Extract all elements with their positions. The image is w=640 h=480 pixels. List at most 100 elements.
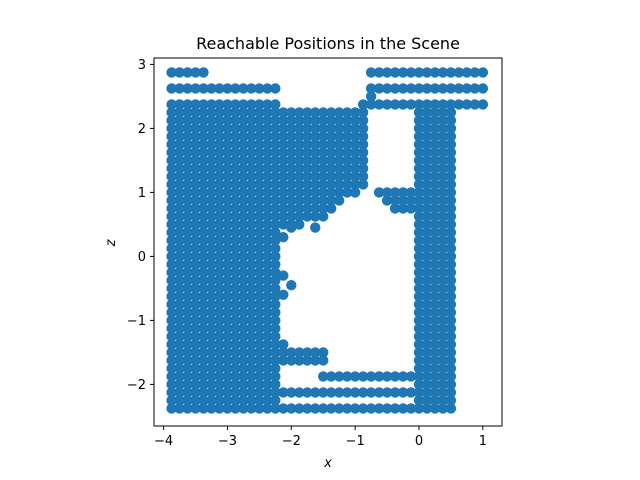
data-point [206, 299, 217, 310]
data-point [421, 203, 433, 214]
data-point [477, 99, 489, 110]
data-point [214, 115, 225, 126]
data-point [182, 299, 193, 310]
data-point [214, 395, 225, 406]
data-point [469, 83, 481, 94]
data-point [445, 323, 457, 334]
data-point [286, 187, 297, 198]
data-point [206, 155, 217, 166]
data-point [429, 211, 441, 222]
data-point [166, 99, 177, 110]
data-point [238, 243, 249, 254]
data-point [294, 355, 305, 366]
data-point [357, 403, 369, 414]
data-point [174, 299, 185, 310]
data-point [222, 323, 233, 334]
data-point [254, 283, 265, 294]
data-point [437, 107, 449, 118]
data-point [413, 339, 425, 350]
data-point [206, 115, 217, 126]
data-point [349, 139, 361, 150]
data-point [421, 387, 433, 398]
data-point [246, 395, 257, 406]
data-point [182, 323, 193, 334]
data-point [437, 283, 449, 294]
data-point [357, 115, 369, 126]
data-point [445, 179, 457, 190]
data-point [222, 227, 233, 238]
data-point [198, 355, 209, 366]
data-point [437, 331, 449, 342]
data-point [246, 163, 257, 174]
data-point [238, 315, 249, 326]
data-point [429, 139, 441, 150]
data-point [262, 107, 273, 118]
data-point [310, 179, 321, 190]
data-point [222, 379, 233, 390]
data-point [413, 243, 425, 254]
data-point [405, 203, 417, 214]
data-point [238, 347, 249, 358]
data-point [262, 283, 273, 294]
data-point [166, 235, 177, 246]
data-point [238, 235, 249, 246]
data-point [270, 131, 281, 142]
data-point [270, 403, 281, 414]
data-point [310, 222, 321, 233]
data-point [214, 379, 225, 390]
data-point [397, 83, 409, 94]
data-point [238, 155, 249, 166]
data-point [206, 387, 217, 398]
data-point [166, 131, 177, 142]
data-point [278, 270, 289, 281]
data-point [182, 379, 193, 390]
data-point [302, 115, 313, 126]
data-point [166, 227, 177, 238]
data-point [429, 203, 441, 214]
data-point [302, 139, 313, 150]
data-point [206, 315, 217, 326]
data-point [262, 347, 273, 358]
data-point [270, 315, 281, 326]
data-point [341, 387, 353, 398]
data-point [214, 371, 225, 382]
data-point [166, 323, 177, 334]
data-point [429, 347, 441, 358]
x-axis-label: x [323, 456, 332, 471]
data-point [214, 187, 225, 198]
data-point [230, 107, 241, 118]
data-point [278, 163, 289, 174]
data-point [190, 307, 201, 318]
data-point [230, 195, 241, 206]
data-point [421, 99, 433, 110]
data-point [214, 155, 225, 166]
data-point [222, 267, 233, 278]
data-point [421, 283, 433, 294]
data-point [310, 211, 321, 222]
data-point [381, 195, 393, 206]
data-point [341, 131, 353, 142]
data-point [270, 219, 281, 230]
data-point [214, 267, 225, 278]
data-point [413, 275, 425, 286]
data-point [190, 283, 201, 294]
data-point [333, 115, 345, 126]
data-point [246, 227, 257, 238]
data-point [262, 395, 273, 406]
data-point [206, 291, 217, 302]
data-point [182, 363, 193, 374]
data-point [294, 115, 305, 126]
data-point [246, 99, 257, 110]
data-point [413, 251, 425, 262]
data-point [238, 187, 249, 198]
data-point [174, 179, 185, 190]
data-point [190, 171, 201, 182]
data-point [166, 243, 177, 254]
data-point [325, 147, 337, 158]
data-point [270, 83, 281, 94]
data-point [198, 171, 209, 182]
data-point [262, 387, 273, 398]
data-point [182, 227, 193, 238]
data-point [445, 251, 457, 262]
data-point [230, 187, 241, 198]
